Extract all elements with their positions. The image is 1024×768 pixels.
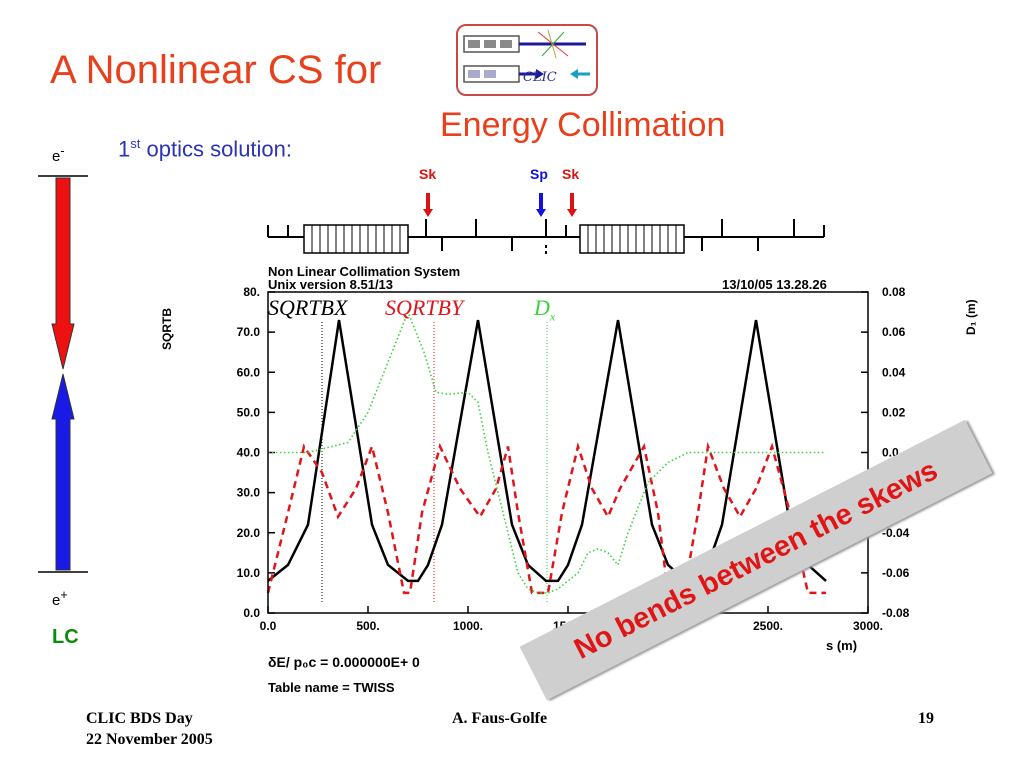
y2-tick-label: -0.08 (882, 606, 910, 620)
plot-header-title: Non Linear Collimation System (268, 264, 461, 279)
positron-symbol: e (52, 592, 61, 609)
plot-bottom-energy: δE/ p₀c = 0.000000E+ 0 (268, 654, 420, 670)
logo-text: CLIC (523, 70, 557, 85)
series-layer (266, 309, 827, 603)
legend-sqrtby: SQRTBY (385, 295, 464, 320)
y-tick-label: 60.0 (237, 365, 261, 379)
series-sqrtby (266, 441, 826, 595)
plot-header-date: 13/10/05 13.28.26 (722, 277, 827, 292)
positron-arrow (51, 373, 75, 571)
y-tick-label: 20.0 (237, 526, 261, 540)
bend-block-left (303, 224, 409, 254)
y2-tick-label: -0.04 (882, 526, 910, 540)
slide-subtitle: Energy Collimation (440, 106, 726, 144)
optics-caption: 1st optics solution: (118, 136, 292, 162)
magnet-arrows (423, 193, 577, 257)
positron-label: e+ (52, 588, 68, 609)
y-tick-label: 30.0 (237, 486, 261, 500)
electron-charge: - (60, 144, 65, 158)
quadrupoles (287, 219, 795, 251)
optics-text: optics solution: (140, 136, 293, 162)
footer-event: CLIC BDS Day (86, 710, 193, 727)
clic-logo (456, 24, 598, 96)
footer-date: 22 November 2005 (86, 731, 213, 748)
magnet-label-sk-1: Sk (419, 166, 437, 182)
y-tick-label: 80. (243, 285, 260, 299)
legend-sqrtbx: SQRTBX (268, 295, 348, 320)
plot-frame (267, 291, 869, 614)
y2-tick-label: 0.02 (882, 405, 906, 419)
y-tick-label: 0.0 (243, 606, 260, 620)
magnet-label-sk-2: Sk (562, 166, 580, 182)
electron-symbol: e (52, 148, 61, 165)
x-tick-label: 3000. (853, 619, 883, 633)
electron-arrow (51, 177, 75, 370)
collision-diagram (38, 175, 88, 573)
positron-charge: + (60, 588, 68, 602)
y2-tick-label: 0.08 (882, 285, 906, 299)
tick-layer: 0.0500.1000.1500.2000.2500.3000.0.010.02… (237, 285, 910, 633)
bend-block-right (579, 224, 685, 254)
footer-author: A. Faus-Golfe (452, 710, 548, 727)
y-tick-label: 50.0 (237, 405, 261, 419)
x-tick-label: 500. (356, 619, 379, 633)
x-tick-label: 2500. (753, 619, 783, 633)
x-axis-label: s (m) (826, 638, 858, 653)
series-dx (268, 309, 826, 594)
y2-tick-label: 0.04 (882, 365, 906, 379)
plot-header-version: Unix version 8.51/13 (268, 277, 394, 292)
lattice-diagram (267, 193, 825, 257)
optics-number: 1 (118, 136, 131, 162)
x-tick-label: 1000. (453, 619, 483, 633)
plot-bottom-table: Table name = TWISS (268, 680, 395, 695)
y2-tick-label: 0.06 (882, 325, 906, 339)
x-tick-label: 0.0 (260, 619, 277, 633)
slide-title: A Nonlinear CS for (50, 48, 382, 92)
y-tick-label: 40.0 (237, 446, 261, 460)
magnet-label-sp: Sp (530, 166, 548, 182)
y2-tick-label: -0.06 (882, 566, 910, 580)
lc-label: LC (52, 626, 79, 648)
electron-label: e- (52, 144, 65, 165)
footer-page-number: 19 (918, 710, 934, 727)
series-sqrtbx (267, 319, 827, 583)
y-tick-label: 10.0 (237, 566, 261, 580)
y-tick-label: 70.0 (237, 325, 261, 339)
legend-dx: Dx (534, 295, 556, 324)
optics-sup: st (130, 136, 141, 151)
